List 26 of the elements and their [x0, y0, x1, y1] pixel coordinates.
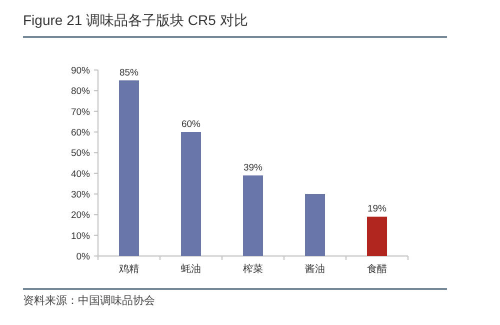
bar: [243, 175, 263, 256]
y-tick-label: 40%: [70, 168, 91, 180]
x-tick-label: 鸡精: [118, 263, 139, 275]
x-tick-label: 食醋: [367, 263, 387, 275]
y-tick-label: 50%: [70, 148, 91, 160]
y-tick-label: 90%: [70, 66, 91, 76]
y-tick-label: 60%: [70, 128, 91, 138]
y-tick-label: 20%: [70, 210, 91, 222]
x-tick-label: 蚝油: [181, 263, 201, 275]
bar: [119, 80, 139, 256]
y-tick-label: 0%: [76, 252, 91, 262]
data-label: 85%: [119, 67, 140, 78]
data-label: 39%: [243, 162, 264, 174]
x-tick-label: 榨菜: [243, 263, 263, 275]
bar: [181, 132, 201, 256]
bar: [305, 194, 325, 256]
y-tick-label: 80%: [70, 86, 91, 98]
y-tick-label: 30%: [70, 190, 91, 200]
data-label: 60%: [181, 119, 202, 130]
text: 资料来源：中国调味品协会: [23, 294, 155, 307]
bar: [367, 216, 387, 256]
y-tick-label: 70%: [70, 106, 91, 118]
chart-title: Figure 21 调味品各子版块 CR5 对比: [23, 12, 248, 28]
y-tick-label: 10%: [70, 230, 91, 242]
x-tick-label: 酱油: [305, 263, 325, 275]
data-label: 19%: [367, 204, 388, 215]
